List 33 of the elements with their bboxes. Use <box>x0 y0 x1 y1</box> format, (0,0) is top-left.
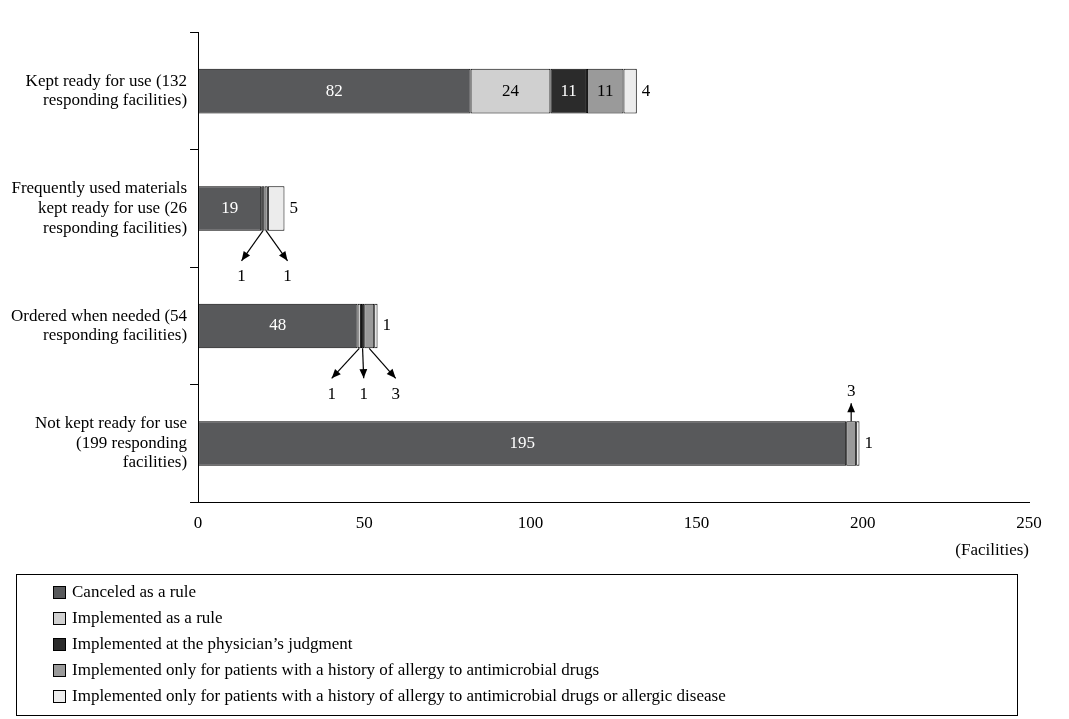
data-label: 82 <box>325 80 343 100</box>
x-tick-label: 50 <box>355 512 373 532</box>
data-label: 1 <box>327 383 336 403</box>
x-tick-label: 150 <box>683 512 710 532</box>
data-label: 1 <box>283 266 292 286</box>
data-label: 48 <box>269 315 287 335</box>
data-label: 1 <box>382 315 392 335</box>
data-label: 195 <box>509 432 535 452</box>
data-label: 3 <box>846 380 856 400</box>
x-axis-title: (Facilities) <box>955 540 1029 560</box>
y-tick-label: Not kept ready for use (199 responding facilities) <box>35 413 188 472</box>
legend-label: Implemented as a rule <box>72 608 223 628</box>
data-label: 5 <box>289 198 298 217</box>
x-tick-label: 200 <box>850 512 876 532</box>
data-label: 3 <box>391 383 400 403</box>
data-label: 1 <box>237 266 246 286</box>
data-label: 11 <box>560 80 577 100</box>
x-tick-label: 250 <box>1016 512 1042 532</box>
data-label: 24 <box>501 80 520 100</box>
legend-label: Canceled as a rule <box>72 582 197 602</box>
y-tick-label: Ordered when needed (54 responding facilities) <box>11 305 188 345</box>
data-label: 19 <box>221 198 239 217</box>
data-label: 11 <box>597 80 614 100</box>
y-tick-label: Kept ready for use (132 responding facilities) <box>25 70 188 110</box>
legend-label: Implemented only for patients with a history of allergy to antimicrobial drugs or allergic disease <box>72 686 726 706</box>
data-label: 1 <box>864 432 873 452</box>
data-label: 4 <box>641 80 651 100</box>
legend-label: Implemented only for patients with a history of allergy to antimicrobial drugs <box>72 660 600 680</box>
legend-label: Implemented at the physician’s judgment <box>72 634 353 654</box>
y-tick-label: Frequently used materials kept ready for use (26 responding facilities) <box>11 178 188 237</box>
x-tick-label: 0 <box>193 512 203 532</box>
data-label: 1 <box>359 383 368 403</box>
x-tick-label: 100 <box>517 512 544 532</box>
